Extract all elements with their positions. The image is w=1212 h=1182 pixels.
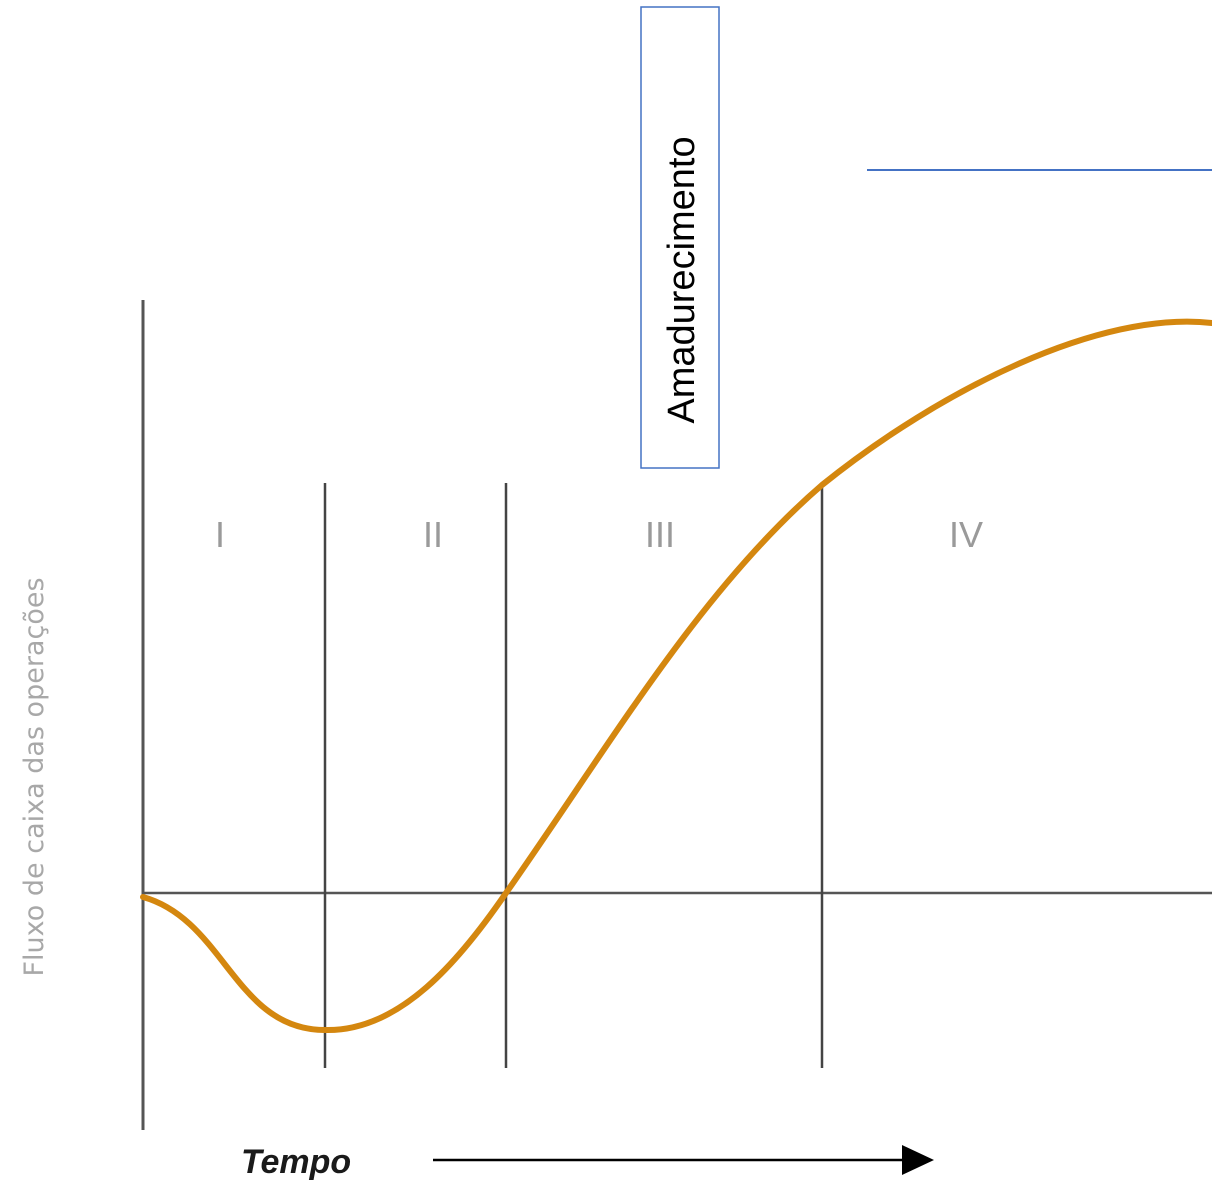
callout-text: Amadurecimento (661, 136, 703, 423)
y-axis-label: Fluxo de caixa das operações (19, 577, 50, 976)
x-axis-label: Tempo (241, 1143, 351, 1181)
stage-label-4: IV (949, 514, 983, 555)
callout-box (640, 6, 720, 469)
time-arrow-head (902, 1145, 934, 1175)
stage-label-1: I (215, 514, 225, 555)
stage-label-3: III (645, 514, 675, 555)
cash-flow-curve (140, 318, 1212, 1034)
stage-label-2: II (423, 514, 443, 555)
